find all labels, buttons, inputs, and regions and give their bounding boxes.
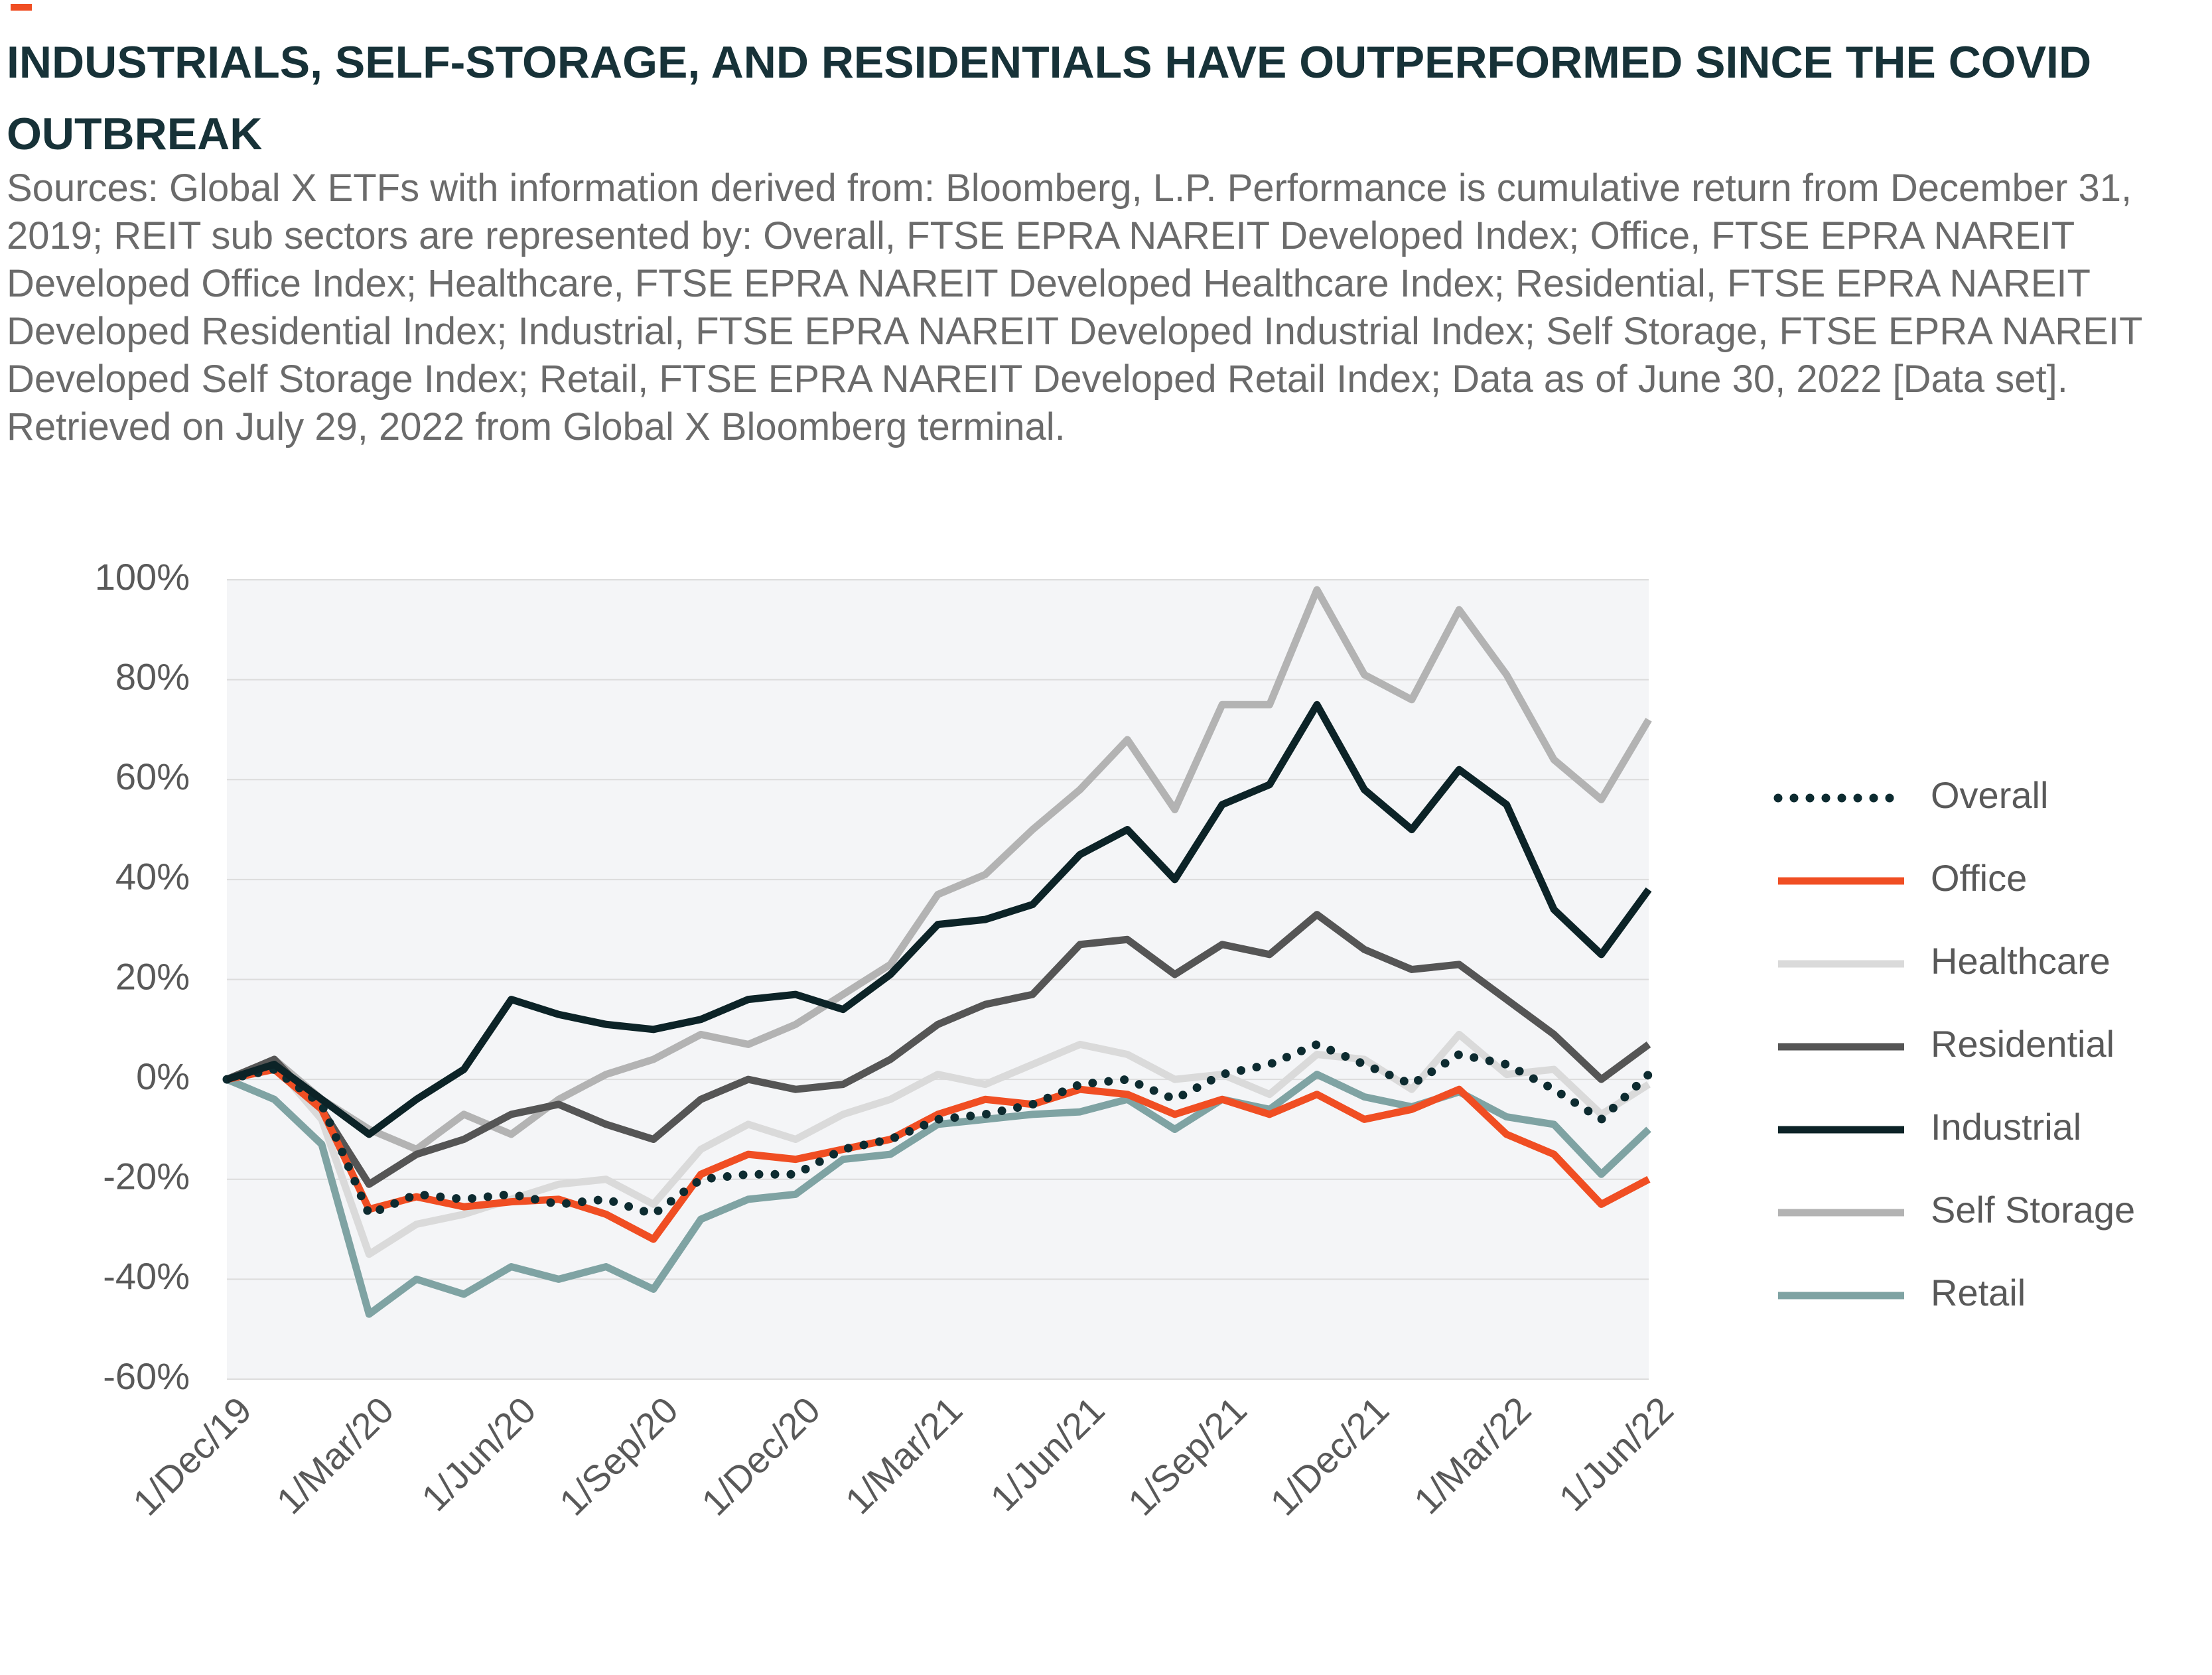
y-tick-label: 40% [115, 856, 190, 898]
y-tick-label: 60% [115, 756, 190, 797]
series-line [226, 1030, 1651, 1258]
x-tick-label: 1/Jun/20 [413, 1388, 543, 1518]
legend-label: Healthcare [1931, 940, 2110, 982]
chart-subtitle: Sources: Global X ETFs with information … [7, 167, 2142, 448]
x-tick-label: 1/Jun/22 [1551, 1388, 1681, 1518]
x-tick-label: 1/Mar/20 [268, 1388, 401, 1522]
y-tick-label: 80% [115, 655, 190, 697]
series-line [226, 1065, 1651, 1243]
series-line [225, 911, 1651, 1188]
legend-label: Office [1931, 857, 2027, 899]
x-tick-label: 1/Sep/21 [1120, 1388, 1255, 1523]
x-tick-label: 1/Dec/21 [1262, 1388, 1397, 1523]
chart-title: INDUSTRIALS, SELF-STORAGE, AND RESIDENTI… [7, 37, 2092, 159]
y-tick-label: 0% [136, 1055, 190, 1097]
legend-label: Residential [1931, 1023, 2114, 1065]
series-line [222, 1039, 1653, 1220]
x-tick-label: 1/Dec/20 [693, 1388, 828, 1523]
x-tick-label: 1/Jun/21 [982, 1388, 1112, 1518]
series-line [225, 586, 1652, 1154]
x-tick-label: 1/Mar/21 [837, 1388, 971, 1522]
x-tick-label: 1/Dec/19 [125, 1388, 259, 1523]
y-tick-label: -60% [103, 1355, 190, 1397]
y-tick-label: 20% [115, 955, 190, 997]
legend-label: Retail [1931, 1272, 2026, 1313]
y-tick-label: 100% [95, 556, 190, 598]
legend-label: Self Storage [1931, 1189, 2135, 1231]
accent-mark [11, 4, 32, 11]
x-tick-label: 1/Mar/22 [1406, 1388, 1539, 1522]
y-tick-label: -20% [103, 1156, 190, 1197]
legend-label: Overall [1931, 774, 2048, 816]
series-line [226, 701, 1652, 1138]
legend-label: Industrial [1931, 1106, 2081, 1148]
x-tick-label: 1/Sep/20 [551, 1388, 686, 1523]
y-tick-label: -40% [103, 1255, 190, 1297]
